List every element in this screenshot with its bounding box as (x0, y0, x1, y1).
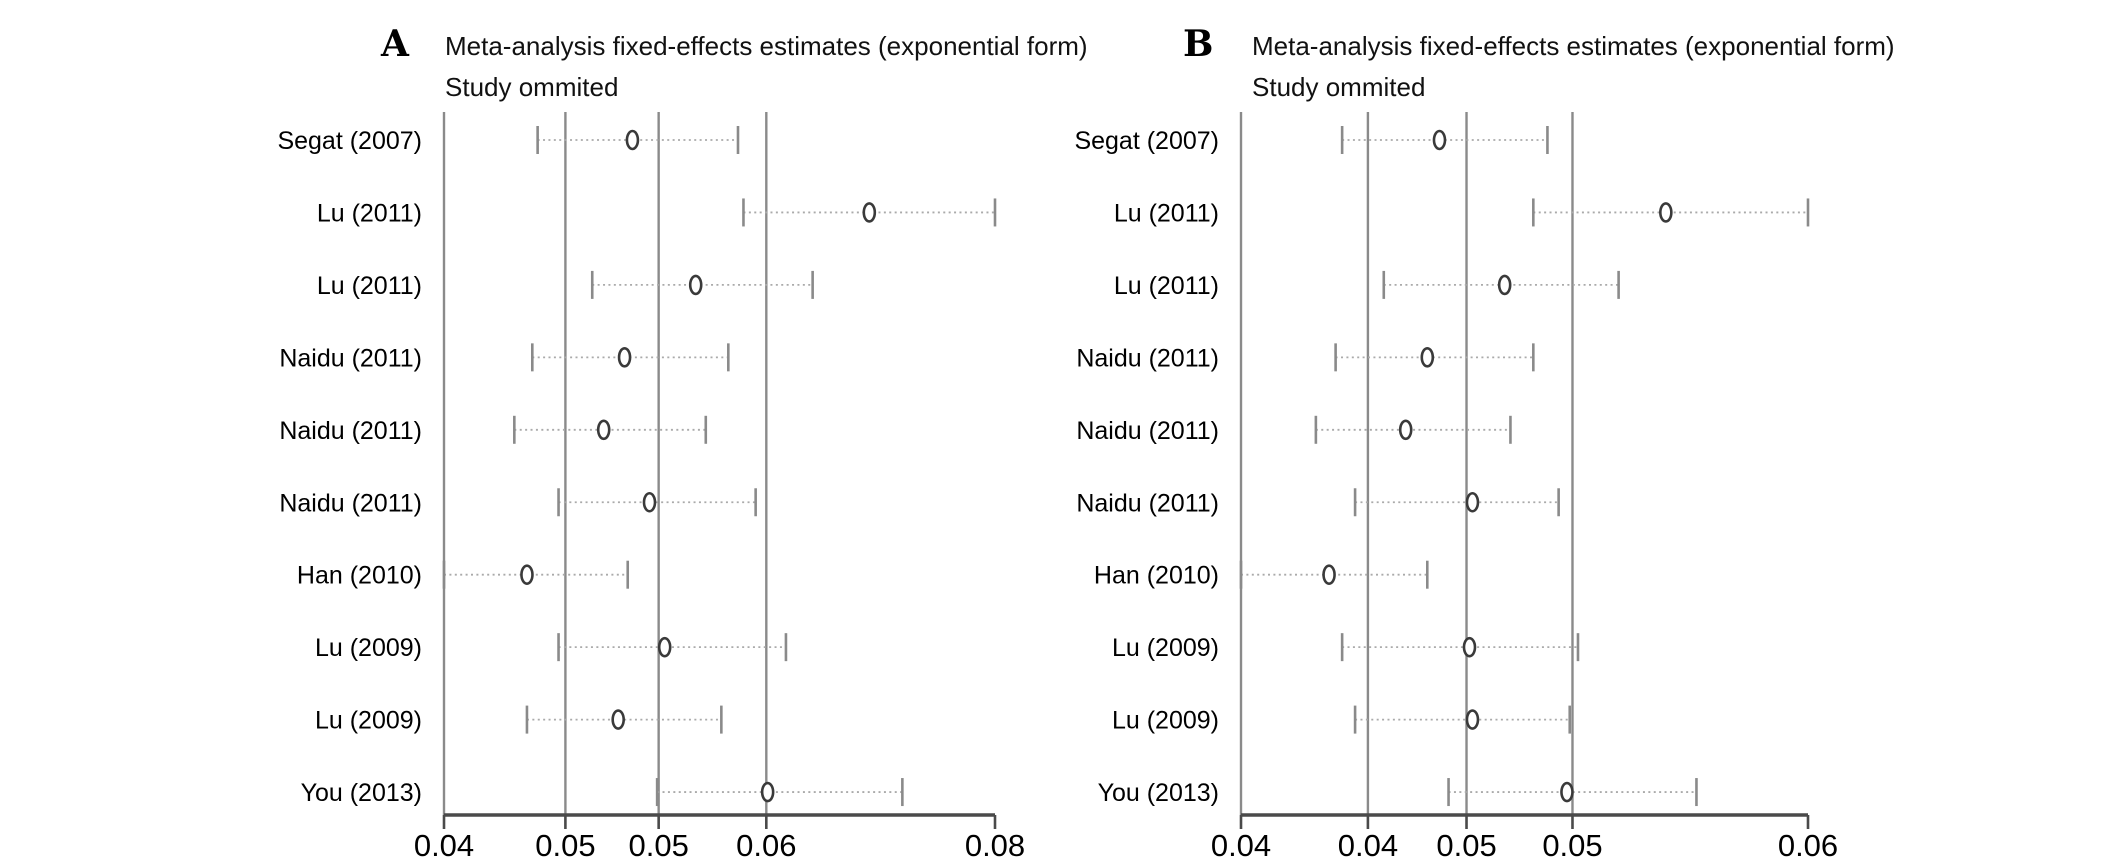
estimate-marker (1432, 129, 1447, 151)
ci-row: Lu (2011) (1114, 198, 1810, 227)
study-label: Naidu (2011) (279, 417, 422, 445)
study-label: You (2013) (301, 779, 422, 807)
estimate-marker (862, 202, 877, 223)
x-axis-tick-label: 0.04 (1211, 828, 1271, 862)
study-label: Lu (2009) (1112, 707, 1219, 735)
study-label: Lu (2009) (315, 707, 422, 735)
ci-row: Naidu (2011) (1076, 415, 1512, 445)
study-label: You (2013) (1098, 779, 1219, 807)
study-label: Naidu (2011) (279, 489, 422, 517)
estimate-marker (1462, 636, 1477, 658)
x-axis-tick-label: 0.05 (628, 828, 688, 862)
ci-row: You (2013) (301, 778, 904, 807)
ci-row: Naidu (2011) (279, 415, 708, 445)
estimate-marker (1659, 202, 1673, 223)
estimate-marker (1560, 781, 1574, 803)
estimate-marker (1322, 564, 1336, 586)
x-axis-tick-label: 0.05 (535, 828, 595, 862)
estimate-marker (520, 564, 534, 586)
panel-b: Segat (2007) Lu (2011) Lu (2011) Naidu (201… (1074, 112, 1838, 862)
study-label: Segat (2007) (1074, 127, 1219, 155)
estimate-marker (1398, 419, 1413, 441)
x-axis-tick-label: 0.04 (414, 828, 474, 862)
estimate-marker (611, 709, 625, 730)
study-label: Naidu (2011) (1076, 417, 1219, 445)
ci-row: Segat (2007) (277, 126, 740, 155)
ci-row: Segat (2007) (1074, 126, 1549, 155)
ci-row: Lu (2011) (1114, 270, 1620, 300)
panel-a: Segat (2007) Lu (2011) Lu (2011) Naidu (201… (277, 112, 1025, 862)
panel-a-subtitle: Study ommited (445, 72, 619, 102)
estimate-marker (760, 781, 775, 803)
ci-row: Lu (2011) (317, 198, 997, 227)
ci-row: Naidu (2011) (279, 488, 757, 517)
estimate-marker (657, 636, 672, 658)
study-label: Lu (2009) (1112, 634, 1219, 662)
study-label: Lu (2009) (315, 634, 422, 662)
study-label: Han (2010) (1094, 562, 1219, 590)
study-label: Lu (2011) (1114, 272, 1219, 300)
x-axis-tick-label: 0.05 (1436, 828, 1496, 862)
panel-a-letter: A (381, 23, 409, 65)
ci-row: Lu (2009) (315, 633, 788, 662)
ci-row: Naidu (2011) (1076, 343, 1535, 372)
panel-b-subtitle: Study ommited (1252, 72, 1426, 102)
estimate-marker (642, 491, 657, 513)
panel-b-title: Meta-analysis fixed-effects estimates (e… (1252, 31, 1895, 61)
ci-row: Lu (2009) (1112, 633, 1580, 662)
ci-row: Lu (2011) (317, 270, 814, 300)
ci-row: Naidu (2011) (279, 343, 730, 372)
x-axis-tick-label: 0.06 (1778, 828, 1838, 862)
estimate-marker (1465, 491, 1480, 513)
study-label: Lu (2011) (317, 272, 422, 300)
x-axis-tick-label: 0.08 (965, 828, 1025, 862)
study-label: Naidu (2011) (279, 344, 422, 372)
estimate-marker (617, 347, 632, 368)
x-axis-tick-label: 0.04 (1338, 828, 1398, 862)
study-label: Naidu (2011) (1076, 344, 1219, 372)
ci-row: Lu (2009) (315, 705, 723, 735)
estimate-marker (688, 274, 703, 296)
ci-row: You (2013) (1098, 778, 1698, 807)
estimate-marker (596, 419, 611, 441)
study-label: Naidu (2011) (1076, 489, 1219, 517)
study-label: Han (2010) (297, 562, 422, 590)
ci-row: Lu (2009) (1112, 705, 1572, 735)
ci-row: Han (2010) (297, 560, 630, 590)
study-label: Segat (2007) (277, 127, 422, 155)
panel-b-letter: B (1183, 23, 1214, 65)
ci-row: Han (2010) (1094, 560, 1429, 590)
study-label: Lu (2011) (317, 199, 422, 227)
x-axis-tick-label: 0.05 (1542, 828, 1602, 862)
estimate-marker (1465, 709, 1480, 730)
study-label: Lu (2011) (1114, 199, 1219, 227)
estimate-marker (1497, 274, 1512, 296)
panel-a-title: Meta-analysis fixed-effects estimates (e… (445, 31, 1088, 61)
x-axis-tick-label: 0.06 (736, 828, 796, 862)
estimate-marker (1420, 347, 1435, 368)
estimate-marker (625, 129, 640, 151)
ci-row: Naidu (2011) (1076, 488, 1560, 517)
